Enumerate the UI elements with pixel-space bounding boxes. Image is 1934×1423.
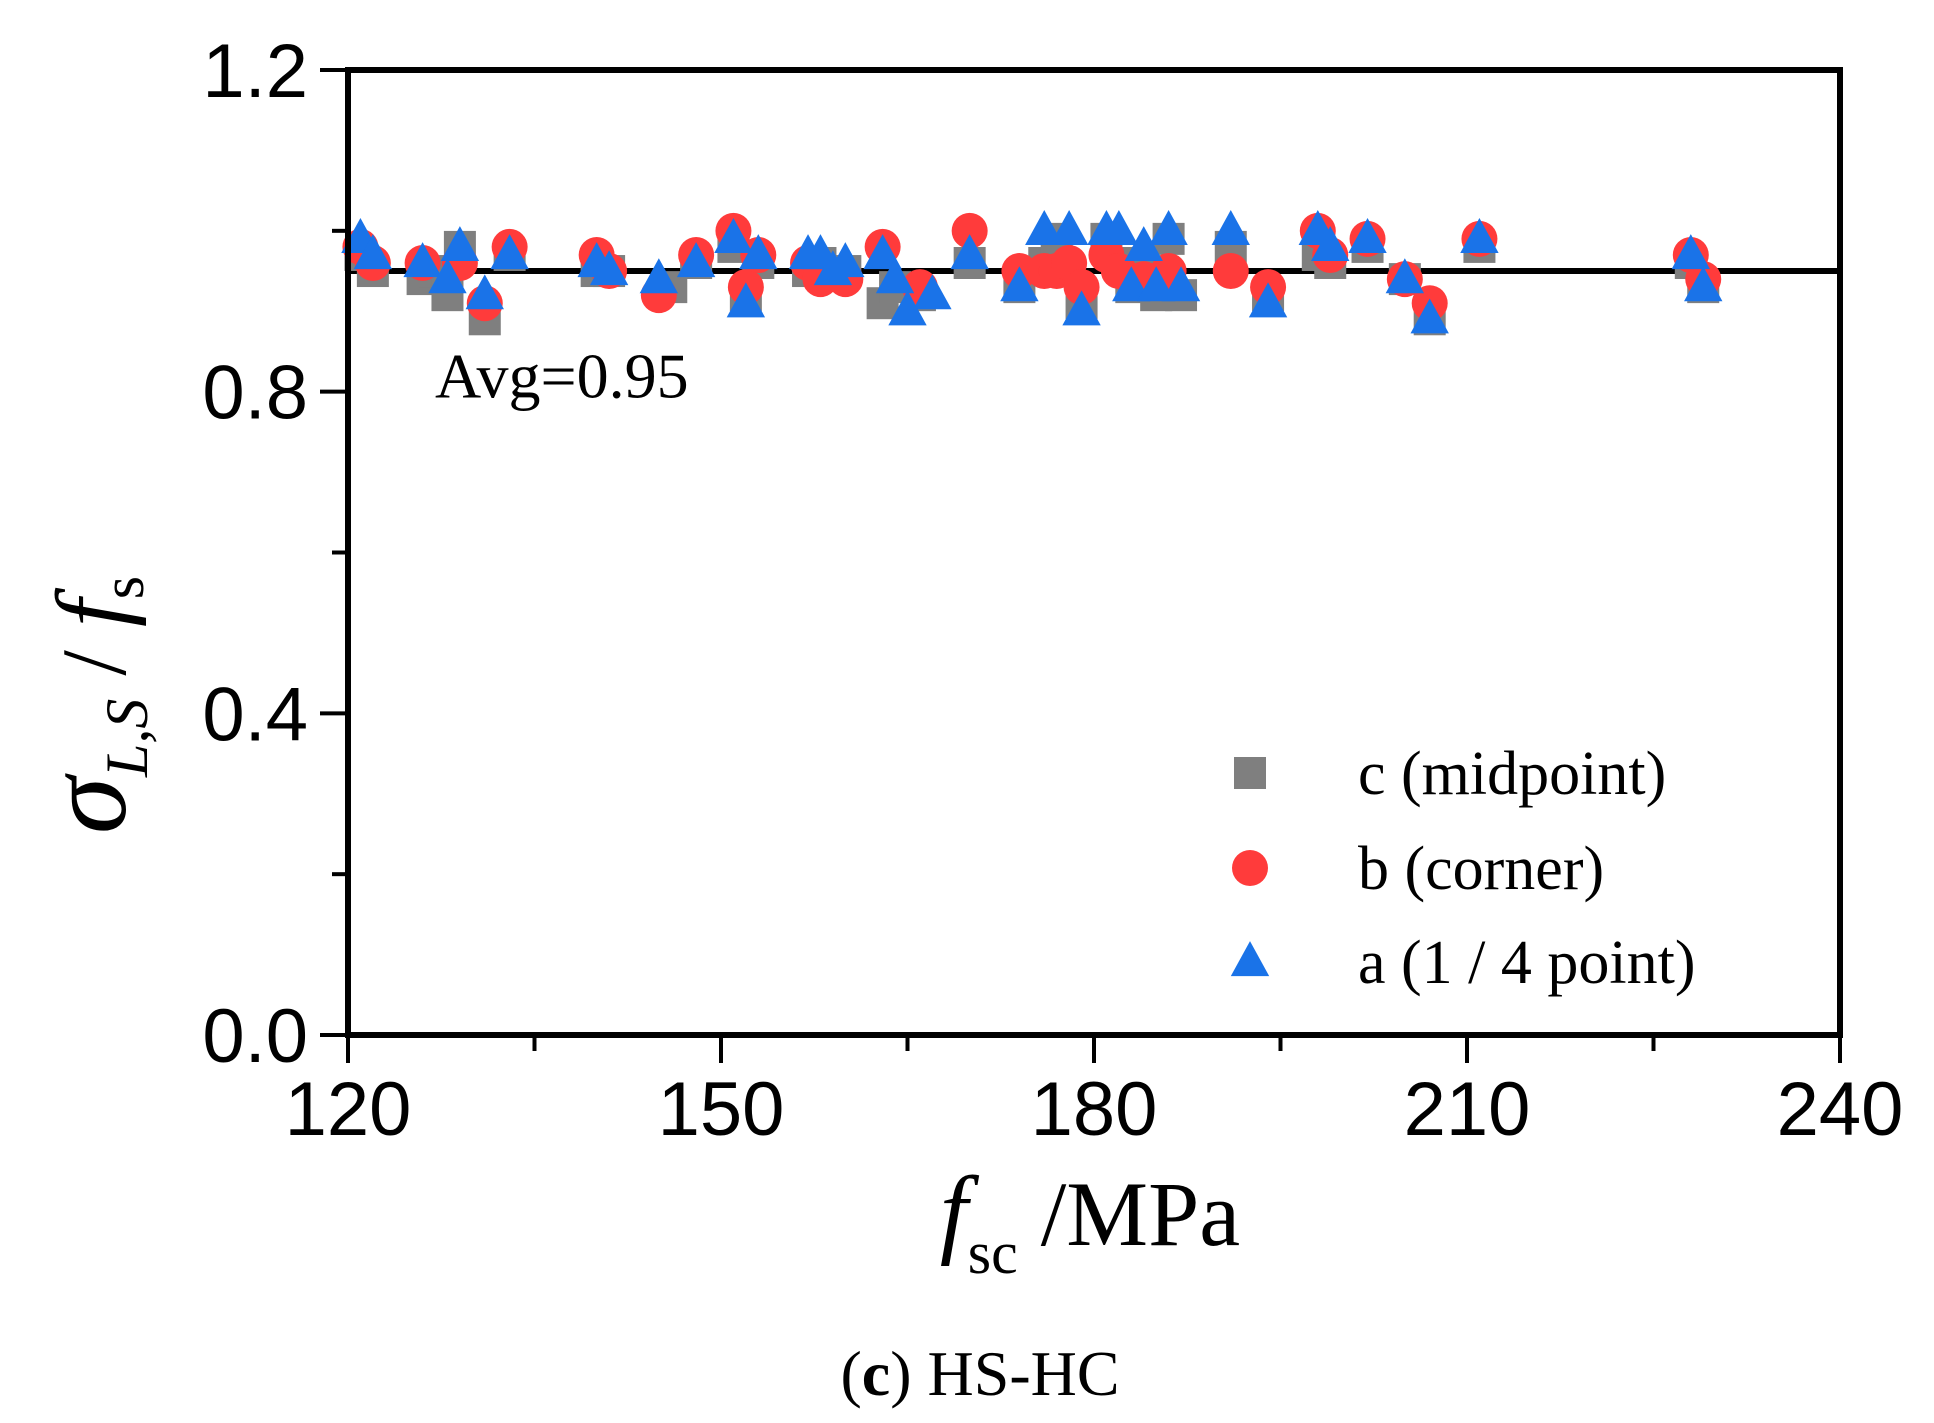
- x-tick-label: 150: [658, 1067, 785, 1152]
- caption-text: HS-HC: [912, 1338, 1120, 1409]
- y-tick-label: 0.4: [202, 672, 308, 757]
- point-a: [440, 226, 480, 262]
- point-a: [1684, 266, 1723, 302]
- point-a: [1348, 218, 1387, 253]
- point-b: [1212, 253, 1249, 290]
- point-a: [589, 250, 629, 286]
- point-a: [1149, 210, 1188, 245]
- y-tick-label: 0.0: [202, 994, 308, 1079]
- point-a: [353, 234, 393, 270]
- y-label-slash: /: [43, 627, 145, 699]
- point-a: [1671, 234, 1710, 270]
- point-a: [875, 258, 915, 294]
- point-a: [490, 234, 529, 270]
- point-a: [428, 258, 467, 294]
- point-a: [1311, 226, 1350, 262]
- axis-ticks: [320, 68, 1842, 1063]
- caption-close: ): [890, 1338, 911, 1409]
- point-a: [1000, 266, 1039, 302]
- svg-text:fsc /MPa: fsc /MPa: [940, 1156, 1240, 1286]
- average-label: Avg=0.95: [435, 341, 689, 412]
- point-a: [465, 274, 504, 310]
- tick-labels: 120 150 180 210 240 0.0 0.4 0.8 1.2: [202, 29, 1903, 1152]
- point-a: [863, 234, 902, 270]
- legend-label-c: c (midpoint): [1358, 740, 1666, 808]
- x-tick-label: 120: [285, 1067, 412, 1152]
- x-label-unit: /MPa: [1018, 1163, 1240, 1265]
- point-a: [1136, 266, 1176, 302]
- point-a: [1161, 266, 1201, 302]
- x-tick-label: 210: [1404, 1067, 1531, 1152]
- x-tick-label: 240: [1777, 1067, 1904, 1152]
- legend-marker-c: [1234, 757, 1266, 789]
- point-a: [1062, 290, 1101, 326]
- point-a: [1385, 258, 1425, 294]
- svg-text:σL,S / fs: σL,S / fs: [23, 576, 160, 834]
- y-label-subscript: L,S: [94, 699, 160, 778]
- y-label-symbol: σ: [23, 773, 151, 834]
- y-tick-label: 0.8: [202, 351, 308, 436]
- x-label-subscript: sc: [968, 1220, 1018, 1286]
- caption-open: (: [840, 1338, 861, 1409]
- point-a: [639, 258, 679, 294]
- legend-marker-b: [1232, 850, 1268, 886]
- point-b: [1063, 269, 1100, 306]
- caption-letter: c: [862, 1338, 890, 1409]
- point-a: [714, 218, 753, 253]
- legend-label-a: a (1 / 4 point): [1358, 929, 1696, 997]
- point-a: [1410, 298, 1449, 334]
- figure-caption: (c) HS-HC: [840, 1338, 1119, 1409]
- plot-frame: [345, 67, 1843, 1038]
- legend-marker-a: [1230, 941, 1270, 977]
- point-a: [676, 242, 716, 278]
- point-a: [1460, 218, 1499, 253]
- legend-label-b: b (corner): [1358, 835, 1604, 903]
- point-b: [951, 212, 988, 249]
- x-tick-label: 180: [1031, 1067, 1158, 1152]
- x-axis-label: fsc /MPa: [940, 1156, 1240, 1286]
- point-a: [1099, 210, 1139, 245]
- point-a: [1112, 266, 1151, 302]
- point-a: [739, 234, 778, 270]
- point-a: [950, 234, 989, 270]
- point-a: [403, 242, 442, 278]
- point-a: [888, 290, 927, 326]
- y-axis-label: σL,S / fs: [23, 576, 160, 834]
- point-a: [1211, 210, 1250, 245]
- y-label-subscript2: s: [90, 576, 156, 599]
- point-a: [1124, 226, 1163, 262]
- svg-text:(c) HS-HC: (c) HS-HC: [840, 1338, 1119, 1409]
- point-a: [726, 282, 766, 318]
- point-a: [913, 274, 952, 310]
- point-a: [1248, 282, 1288, 318]
- y-tick-label: 1.2: [202, 29, 308, 114]
- point-a: [1049, 210, 1089, 245]
- point-a: [826, 242, 865, 278]
- point-a: [1025, 210, 1064, 245]
- data-points: [341, 210, 1723, 336]
- legend: c (midpoint) b (corner) a (1 / 4 point): [1230, 740, 1696, 997]
